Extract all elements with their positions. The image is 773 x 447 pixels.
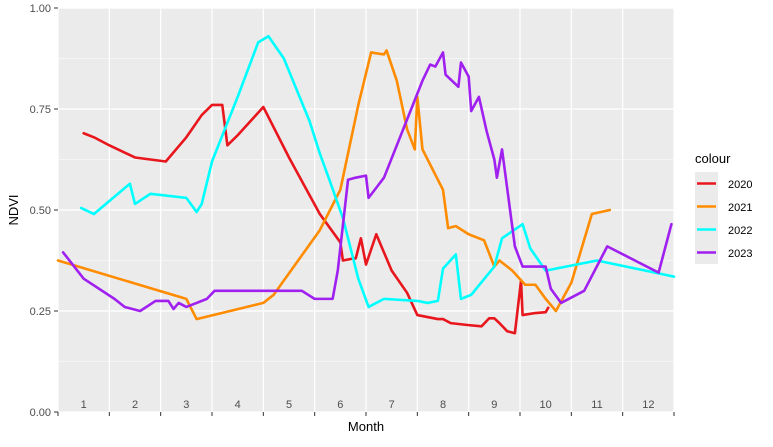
month-label: 11 (591, 399, 602, 411)
y-axis: 0.00 0.25 0.50 0.75 1.00 (30, 3, 58, 419)
legend-title: colour (695, 151, 731, 166)
series-lines (56, 34, 676, 335)
month-label: 7 (389, 399, 395, 411)
y-tick-label: 0.25 (30, 306, 51, 318)
month-label: 6 (337, 399, 343, 411)
legend-label-2023: 2023 (728, 248, 752, 260)
y-axis-title: NDVI (6, 194, 21, 225)
series-line-2020 (82, 103, 550, 335)
month-label: 9 (491, 399, 497, 411)
month-label: 1 (81, 399, 87, 411)
y-tick-label: 0.00 (30, 407, 51, 419)
series-line-2022 (79, 34, 676, 309)
y-tick-label: 0.50 (30, 205, 51, 217)
legend: colour 2020 2021 2022 2023 (695, 151, 752, 264)
legend-label-2020: 2020 (728, 179, 752, 191)
month-label: 12 (642, 399, 654, 411)
month-label: 3 (183, 399, 189, 411)
month-label: 8 (440, 399, 446, 411)
legend-label-2022: 2022 (728, 225, 752, 237)
month-label: 5 (286, 399, 292, 411)
legend-label-2021: 2021 (728, 202, 752, 214)
month-label: 10 (540, 399, 552, 411)
month-label: 2 (132, 399, 138, 411)
x-axis-title: Month (348, 419, 384, 434)
y-tick-label: 1.00 (30, 3, 51, 15)
y-tick-label: 0.75 (30, 104, 51, 116)
series-line-2023 (61, 51, 673, 313)
series-line-2021 (56, 49, 612, 321)
x-axis: 1 2 3 4 5 6 7 8 9 10 11 12 (57, 399, 675, 416)
month-label: 4 (235, 399, 241, 411)
